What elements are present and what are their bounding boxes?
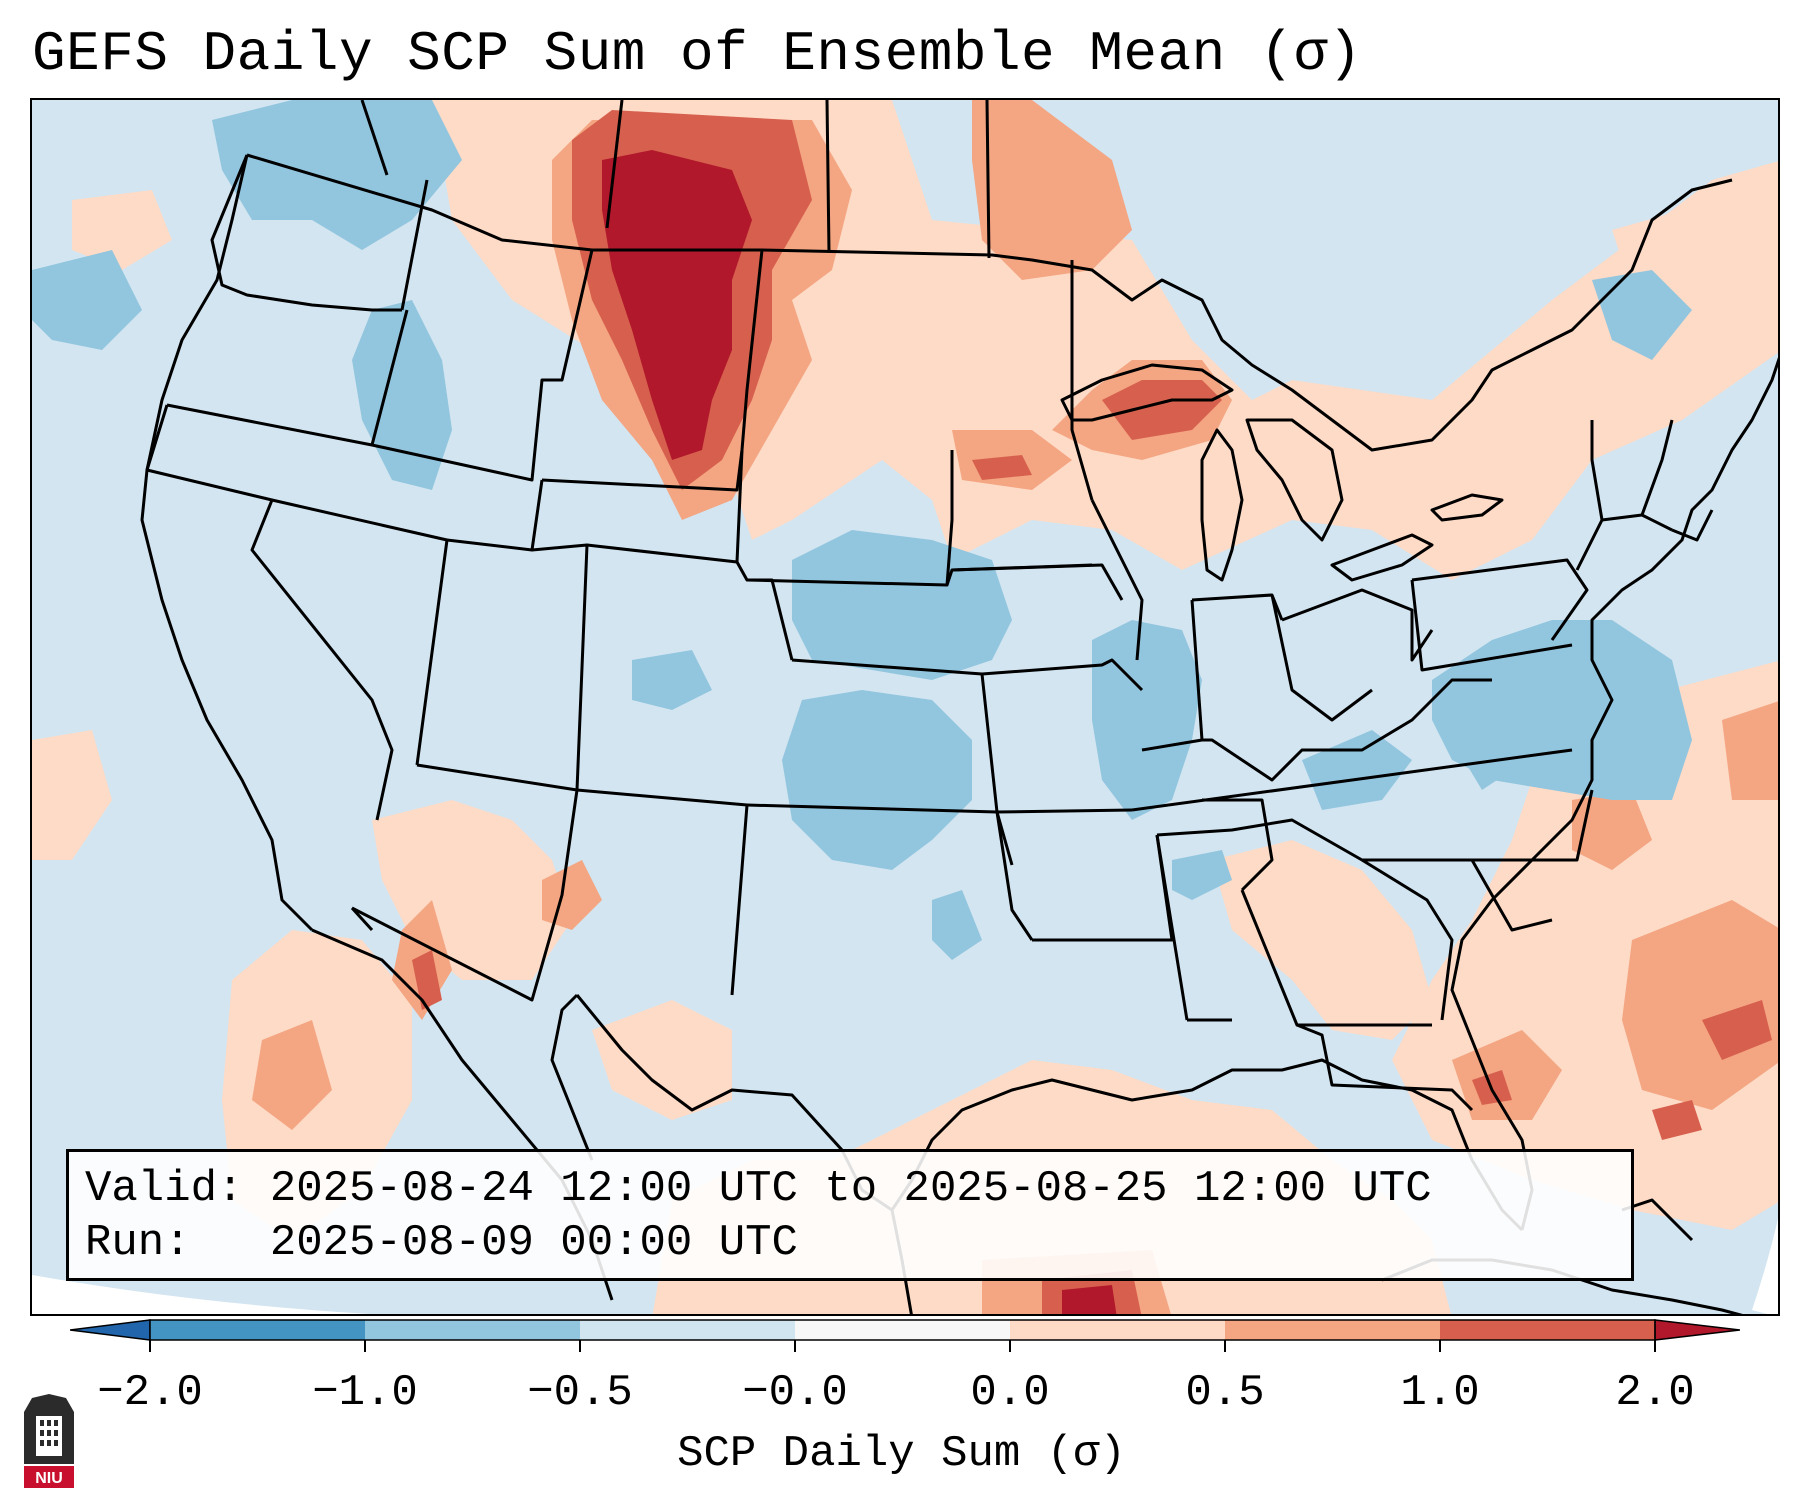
colorbar [70, 1319, 1740, 1352]
colorbar-extend-low [70, 1319, 151, 1341]
logo-text: NIU [35, 1470, 63, 1487]
colorbar-bin [1225, 1320, 1440, 1340]
colorbar-tick-label: 2.0 [1615, 1368, 1695, 1418]
colorbar-bin [150, 1320, 365, 1340]
colorbar-tick-label: 0.0 [970, 1368, 1050, 1418]
map-outside-domain-right [1752, 1218, 1778, 1314]
valid-label: Valid: [85, 1164, 244, 1214]
map-title: GEFS Daily SCP Sum of Ensemble Mean (σ) [32, 22, 1363, 86]
gulf-coast [575, 994, 1524, 1232]
valid-value: 2025-08-24 12:00 UTC to 2025-08-25 12:00… [269, 1164, 1432, 1214]
valid-line: Valid: 2025-08-24 12:00 UTC to 2025-08-2… [85, 1162, 1615, 1216]
run-line: Run: 2025-08-09 00:00 UTC [85, 1216, 1615, 1270]
boundaries [140, 100, 1778, 1314]
colorbar-bin [795, 1320, 1010, 1340]
west-coast [140, 154, 314, 932]
run-label: Run: [85, 1218, 191, 1268]
map-panel [30, 98, 1780, 1316]
map-outside-domain [32, 1275, 370, 1314]
colorbar-tick-label: 0.5 [1185, 1368, 1265, 1418]
colorbar-bin [580, 1320, 795, 1340]
colorbar-bin [365, 1320, 580, 1340]
us-canada-border [246, 153, 1733, 452]
lake-huron [1245, 418, 1344, 542]
anomaly-moderate-negative [32, 100, 1692, 960]
lake-ontario [1430, 493, 1504, 522]
colorbar-tick-label: −1.0 [312, 1368, 418, 1418]
lake-michigan [1200, 428, 1244, 582]
colorbar-bin [1010, 1320, 1225, 1340]
colorbar-extend-high [1654, 1319, 1740, 1341]
colorbar-tick-label: 1.0 [1400, 1368, 1480, 1418]
valid-run-info-box: Valid: 2025-08-24 12:00 UTC to 2025-08-2… [66, 1149, 1634, 1281]
colorbar-tick-label: −2.0 [97, 1368, 203, 1418]
scp-field-map [32, 100, 1778, 1314]
colorbar-tick-label: −0.5 [527, 1368, 633, 1418]
lake-erie [1330, 533, 1434, 582]
lake-superior [1060, 363, 1234, 422]
niu-logo: NIU [24, 1394, 74, 1488]
east-coast [1450, 357, 1778, 1231]
anomaly-extreme-positive [602, 150, 1117, 1314]
colorbar-bin [1440, 1320, 1655, 1340]
colorbar-label: SCP Daily Sum (σ) [677, 1429, 1126, 1479]
colorbar-tick-label: −0.0 [742, 1368, 848, 1418]
run-value: 2025-08-09 00:00 UTC [269, 1218, 798, 1268]
